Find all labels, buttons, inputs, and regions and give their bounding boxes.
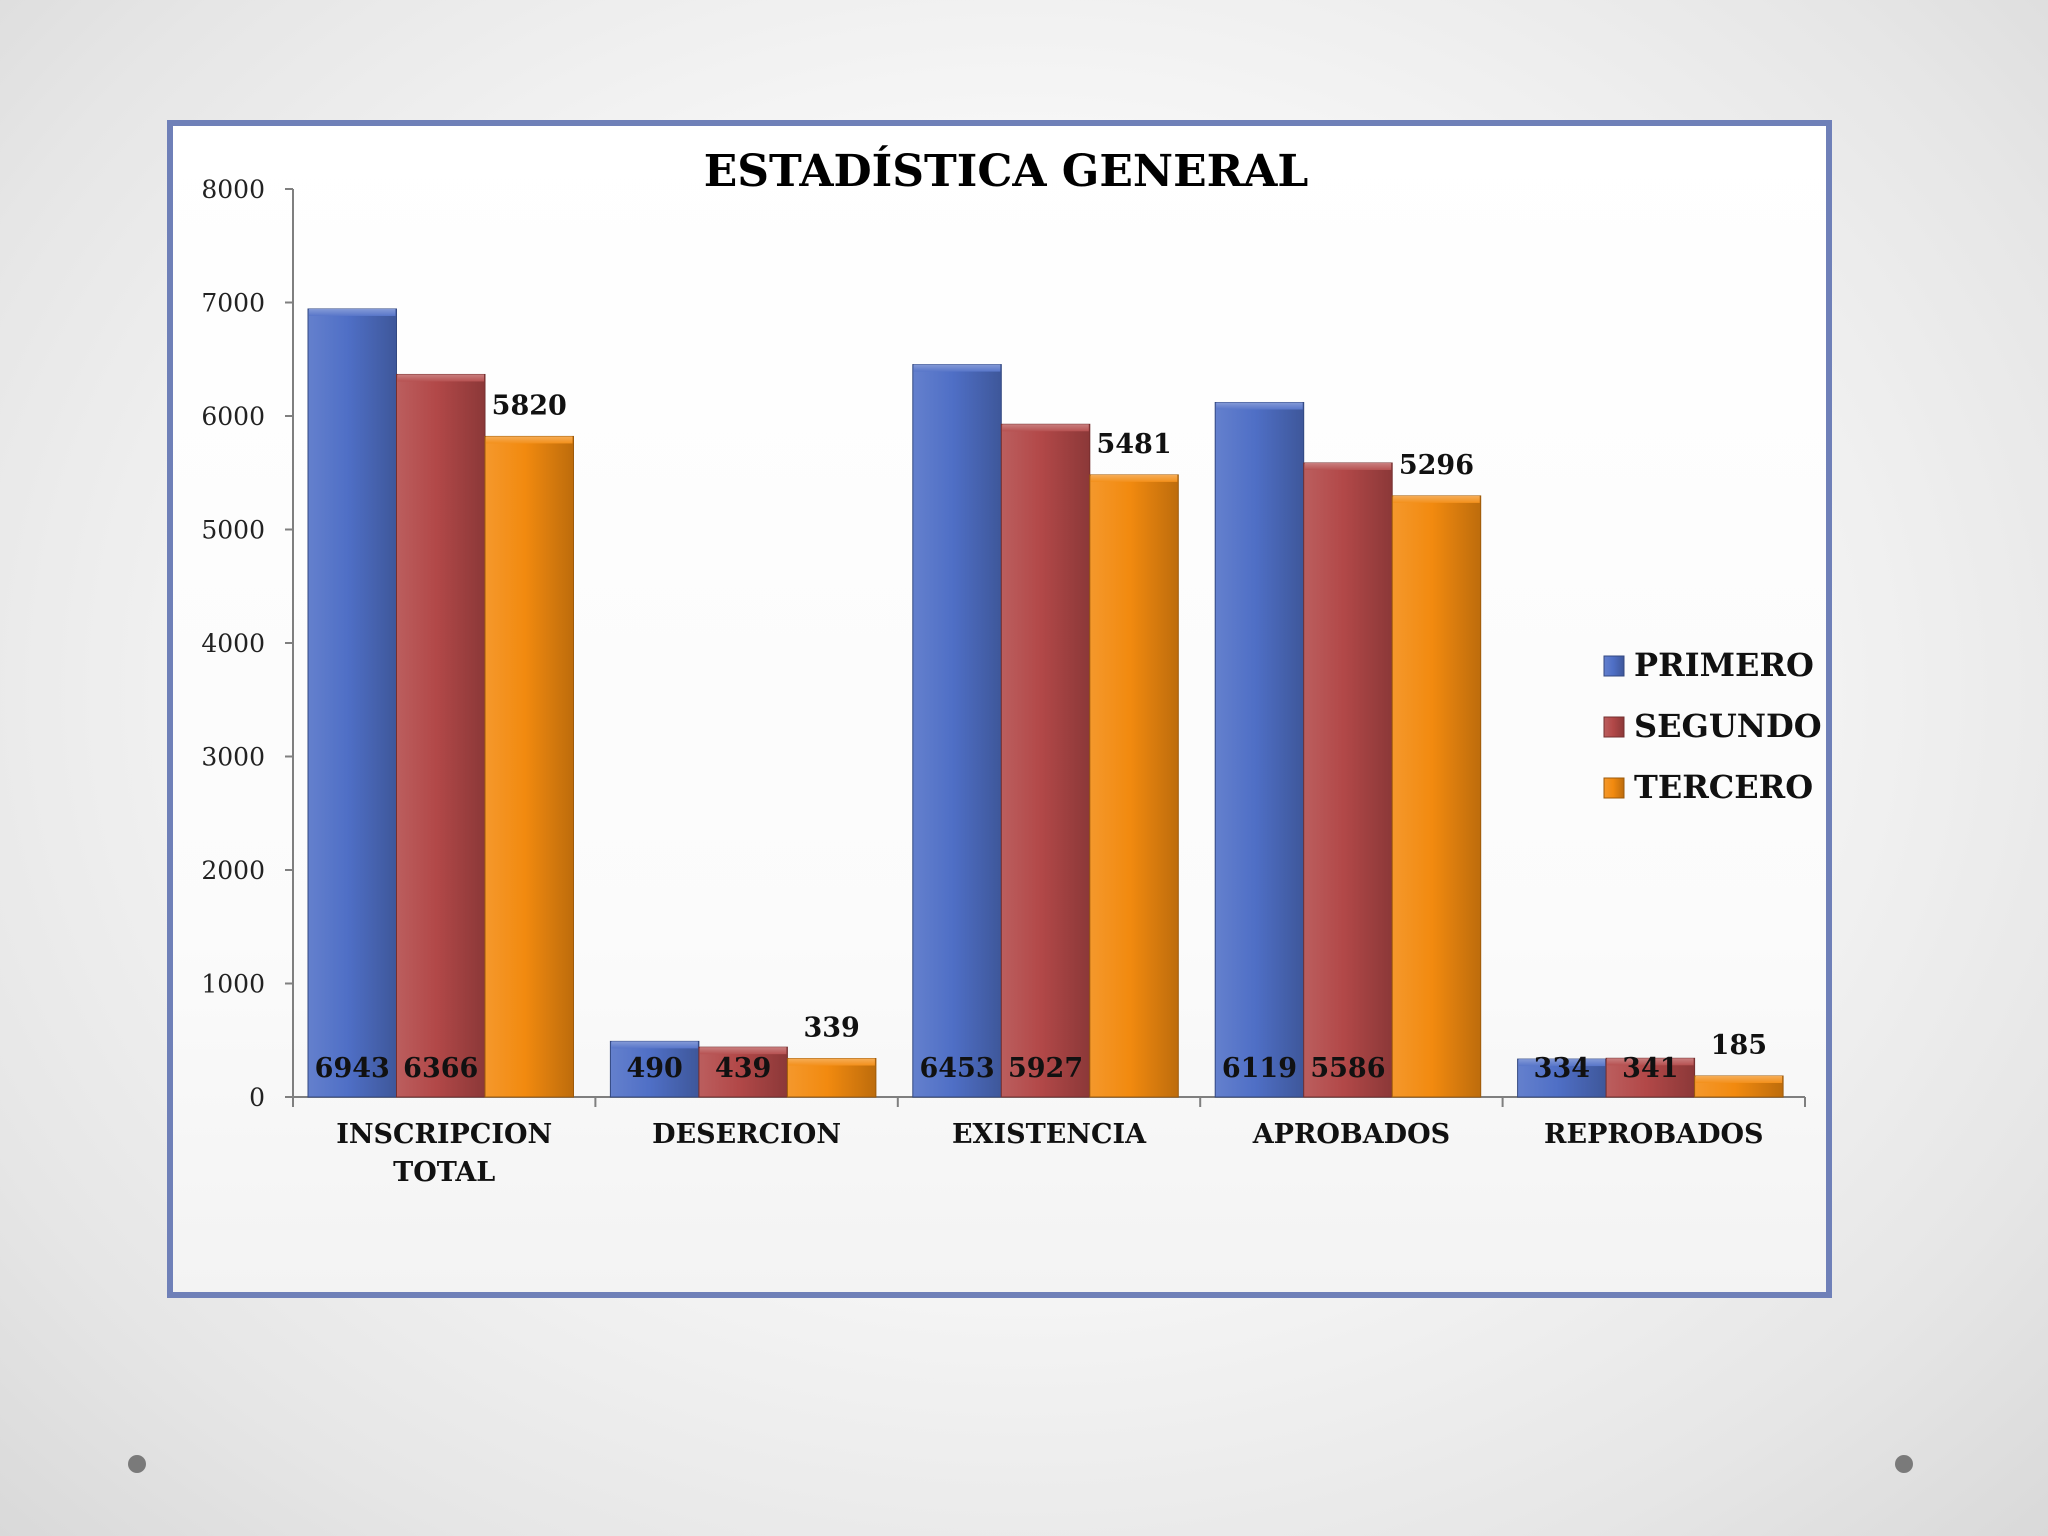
data-label-segundo: 6366 (403, 1053, 478, 1084)
data-labels: 6943 490 6453 6119 334 6366 439 5927 5586 341 5820… (315, 390, 1767, 1084)
y-tick-label: 1000 (201, 970, 265, 999)
bar-segundo (1000, 423, 1091, 1098)
bar-cap (1002, 424, 1089, 432)
y-tick-label: 2000 (201, 856, 265, 885)
bar-primero (307, 308, 397, 1098)
slide-dot-left (128, 1455, 146, 1473)
x-category-label: REPROBADOS (1544, 1119, 1763, 1150)
legend-swatch-tercero (1603, 777, 1625, 799)
y-tick-label: 4000 (201, 629, 265, 658)
y-tick-label: 6000 (201, 402, 265, 431)
bar-tercero (1089, 474, 1179, 1098)
bar-cap (1607, 1058, 1694, 1066)
bar-tercero (1391, 495, 1482, 1098)
y-tick-label: 8000 (201, 175, 265, 204)
legend-label-tercero: TERCERO (1634, 768, 1813, 806)
bar-cap (611, 1041, 698, 1049)
bar-primero (1214, 401, 1305, 1098)
data-label-primero: 334 (1534, 1053, 1590, 1084)
data-label-segundo: 439 (715, 1053, 771, 1084)
bar-cap (486, 436, 573, 444)
bar-segundo (396, 373, 486, 1098)
x-category-label: INSCRIPCION (336, 1119, 552, 1150)
y-tick-label: 7000 (201, 289, 265, 318)
x-category-label: TOTAL (393, 1157, 495, 1188)
data-label-primero: 6119 (1222, 1053, 1297, 1084)
bar-cap (1304, 462, 1392, 470)
x-axis: INSCRIPCION TOTAL DESERCION EXISTENCIA APROB… (292, 1096, 1806, 1188)
bar-segundo (698, 1046, 788, 1098)
data-label-tercero: 339 (803, 1013, 859, 1044)
data-label-primero: 490 (626, 1053, 682, 1084)
data-label-segundo: 5586 (1310, 1053, 1385, 1084)
data-label-tercero: 5296 (1399, 450, 1474, 481)
data-label-segundo: 341 (1622, 1053, 1678, 1084)
bar-cap (1518, 1059, 1606, 1067)
bar-cap (1090, 474, 1178, 482)
bar-tercero (484, 435, 574, 1098)
bar-cap (1216, 402, 1303, 410)
bar-primero (912, 364, 1002, 1098)
legend: PRIMERO SEGUNDO TERCERO (1603, 646, 1822, 806)
bar-cap (1695, 1076, 1783, 1084)
chart-frame: ESTADÍSTICA GENERAL 0 1000 2000 3000 4000 500… (167, 120, 1832, 1298)
legend-swatch-segundo (1603, 716, 1625, 738)
x-category-label: EXISTENCIA (952, 1119, 1147, 1150)
y-tick-label: 5000 (201, 516, 265, 545)
bar-cap (913, 364, 1001, 372)
bar-primero (609, 1040, 700, 1098)
bar-segundo (1303, 462, 1393, 1098)
slide-dot-right (1895, 1455, 1913, 1473)
legend-swatch-primero (1603, 655, 1625, 677)
legend-label-segundo: SEGUNDO (1634, 707, 1822, 745)
data-label-segundo: 5927 (1008, 1053, 1083, 1084)
legend-label-primero: PRIMERO (1634, 646, 1814, 684)
data-label-primero: 6453 (919, 1053, 994, 1084)
y-axis: 0 1000 2000 3000 4000 5000 6000 7000 8000 (201, 175, 294, 1112)
x-category-label: APROBADOS (1252, 1119, 1450, 1150)
y-tick-label: 0 (249, 1083, 265, 1112)
bar-cap (309, 308, 396, 316)
bar-cap (788, 1058, 875, 1066)
y-tick-label: 3000 (201, 743, 265, 772)
bar-chart: ESTADÍSTICA GENERAL 0 1000 2000 3000 4000 500… (201, 144, 1822, 1188)
data-label-tercero: 185 (1711, 1030, 1767, 1061)
bar-cap (397, 374, 484, 382)
data-label-tercero: 5481 (1096, 429, 1171, 460)
x-category-label: DESERCION (652, 1119, 841, 1150)
chart-title: ESTADÍSTICA GENERAL (704, 144, 1309, 197)
data-label-primero: 6943 (315, 1053, 390, 1084)
data-label-tercero: 5820 (492, 390, 567, 421)
bars (307, 308, 1784, 1098)
bar-cap (1393, 495, 1480, 503)
bar-cap (699, 1047, 787, 1055)
